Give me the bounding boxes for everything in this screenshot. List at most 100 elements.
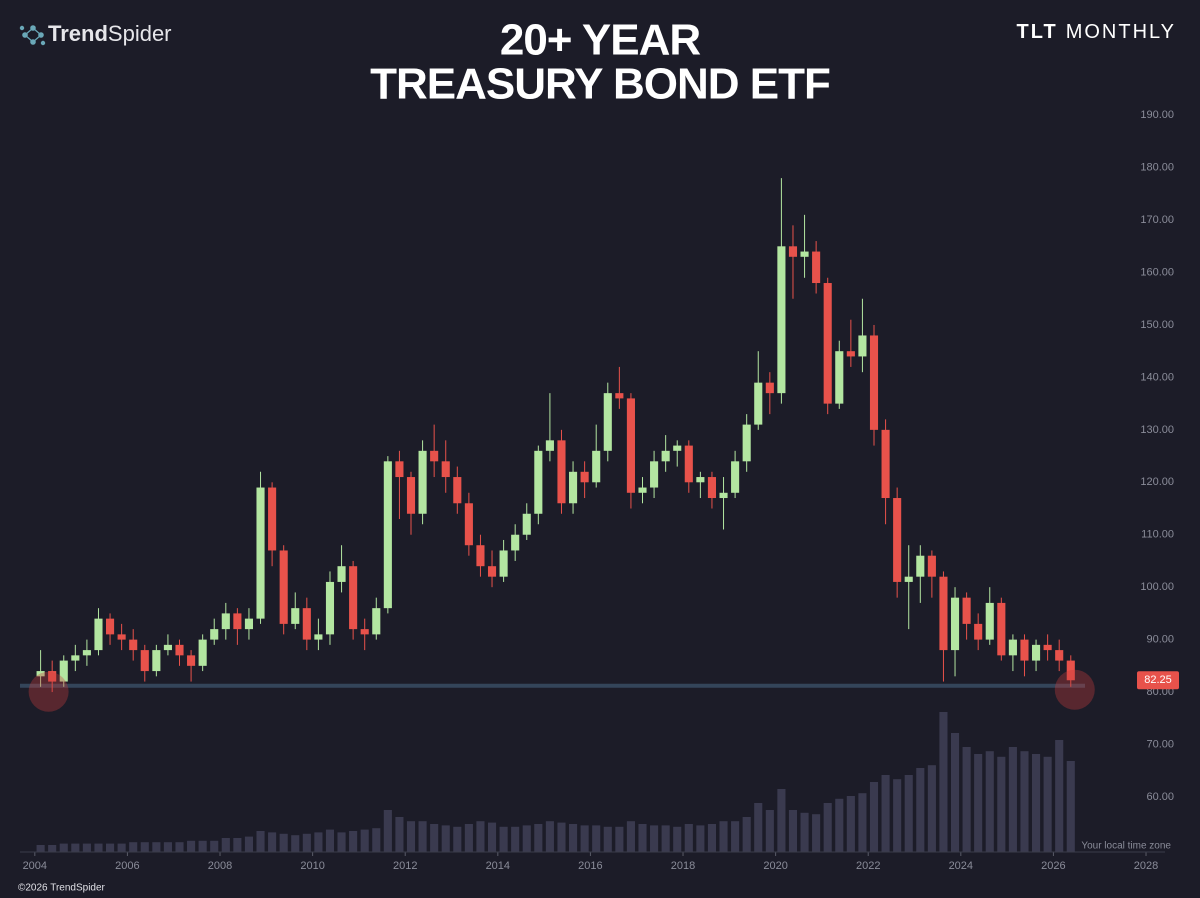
volume-bar	[997, 756, 1006, 852]
volume-bar	[661, 825, 670, 852]
candle-body	[360, 629, 369, 635]
volume-bar	[1043, 756, 1052, 852]
candle-body	[742, 424, 751, 462]
volume-bar	[615, 826, 624, 852]
candle-body	[152, 650, 161, 672]
candle-body	[869, 335, 879, 430]
candle-body	[291, 608, 300, 624]
candle-body	[916, 555, 925, 577]
volume-bar	[453, 826, 462, 852]
candle-body	[939, 576, 948, 651]
candle-body	[812, 251, 821, 284]
volume-bar	[291, 835, 300, 852]
volume-bar	[962, 747, 971, 852]
volume-bar	[383, 810, 392, 852]
candle-body	[1008, 639, 1017, 656]
candle-body	[325, 581, 335, 635]
volume-bar	[557, 822, 566, 852]
candle-body	[129, 639, 138, 651]
volume-bar	[210, 840, 219, 852]
candle-body	[395, 461, 404, 478]
volume-bar	[395, 817, 404, 852]
volume-bar	[719, 821, 728, 852]
candle-body	[823, 283, 832, 404]
candle-body	[881, 429, 890, 499]
candle-body	[1032, 644, 1041, 661]
volume-bar	[696, 825, 705, 852]
volume-bar	[302, 833, 311, 852]
volume-bar	[314, 832, 323, 852]
volume-bar	[869, 782, 879, 852]
volume-bar	[511, 826, 520, 852]
x-tick-label: 2018	[671, 860, 695, 872]
candle-body	[210, 629, 219, 640]
candle-body	[522, 513, 531, 535]
volume-bar	[985, 751, 994, 852]
volume-bar	[349, 831, 358, 852]
x-tick-label: 2024	[949, 860, 973, 872]
y-tick-label: 110.00	[1141, 529, 1174, 541]
candle-body	[707, 477, 717, 499]
candle-body	[638, 487, 647, 493]
x-tick-label: 2010	[300, 860, 324, 872]
volume-bar	[372, 828, 381, 852]
volume-bar	[835, 798, 844, 852]
candle-body	[117, 634, 126, 640]
volume-bar	[927, 765, 936, 852]
volume-bar	[812, 814, 821, 852]
volume-bar	[1008, 747, 1017, 852]
copyright: ©2026 TrendSpider	[18, 883, 106, 894]
candle-body	[545, 440, 554, 451]
y-tick-label: 70.00	[1146, 738, 1174, 750]
y-tick-label: 160.00	[1140, 266, 1174, 278]
candle-body	[383, 461, 392, 609]
volume-bar	[650, 825, 659, 852]
timezone-note: Your local time zone	[1081, 841, 1171, 852]
volume-bar	[800, 812, 809, 852]
candle-body	[661, 450, 670, 462]
volume-bar	[36, 845, 45, 852]
volume-bar	[638, 824, 647, 852]
volume-bar	[684, 824, 693, 852]
candle-body	[673, 445, 682, 451]
volume-bar	[244, 836, 254, 852]
x-tick-label: 2020	[763, 860, 787, 872]
candle-body	[719, 492, 728, 499]
y-tick-label: 150.00	[1140, 319, 1174, 331]
volume-bar	[59, 843, 68, 852]
candle-body	[71, 655, 80, 661]
volume-bar	[1055, 740, 1064, 852]
candle-body	[36, 671, 45, 677]
candle-body	[1020, 639, 1029, 661]
x-tick-label: 2006	[115, 860, 139, 872]
y-tick-label: 180.00	[1140, 162, 1174, 174]
last-price-label: 82.25	[1144, 674, 1172, 686]
highlight-circle	[1054, 669, 1095, 710]
chart-title: TREASURY BOND ETF	[370, 60, 830, 109]
volume-bar	[904, 775, 913, 852]
volume-bar	[406, 821, 416, 852]
candle-body	[997, 602, 1006, 656]
candle-body	[372, 608, 381, 635]
volume-bar	[487, 822, 497, 852]
candle-body	[233, 613, 242, 630]
volume-bar	[950, 733, 960, 852]
volume-bar	[673, 826, 682, 852]
volume-bar	[82, 843, 91, 852]
candle-body	[904, 576, 913, 582]
candle-body	[441, 461, 450, 478]
volume-bar	[325, 829, 335, 852]
volume-bar	[1020, 751, 1029, 852]
volume-bar	[279, 833, 288, 852]
candle-body	[406, 477, 416, 514]
volume-bar	[152, 842, 161, 852]
candle-body	[302, 608, 311, 640]
volume-bar	[198, 840, 207, 852]
volume-bar	[765, 810, 774, 852]
volume-bar	[545, 821, 554, 852]
volume-bar	[441, 825, 450, 852]
x-tick-label: 2022	[856, 860, 880, 872]
candle-body	[140, 650, 149, 672]
